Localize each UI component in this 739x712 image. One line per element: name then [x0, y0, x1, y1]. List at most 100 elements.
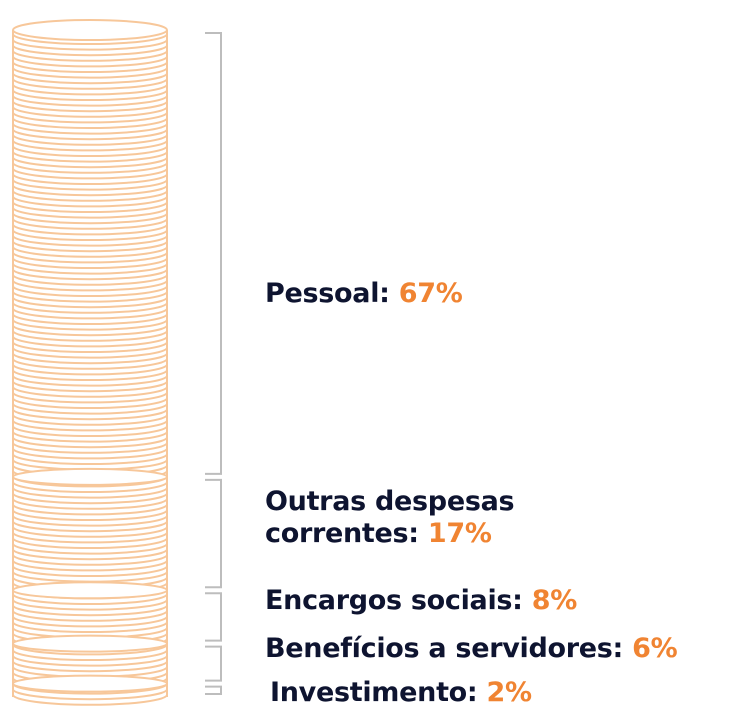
- segment-brackets: [205, 32, 222, 695]
- label-outras-value: 17%: [427, 518, 492, 549]
- coin-rim: [12, 330, 168, 342]
- coin-rim: [12, 50, 168, 62]
- coin-rim: [12, 453, 168, 465]
- label-pessoal-name: Pessoal:: [265, 278, 390, 309]
- coin-rim: [12, 341, 168, 353]
- coin-rim: [12, 436, 168, 449]
- coin-rim: [12, 565, 168, 577]
- coin-rim: [12, 240, 168, 253]
- coin-rim: [12, 347, 168, 359]
- coin-rim: [12, 599, 168, 611]
- coin-rim: [12, 403, 168, 415]
- coin-rim: [12, 644, 168, 656]
- segment-divider-encargos-sociais: [12, 581, 168, 600]
- segment-divider-investimento: [12, 674, 168, 693]
- coin-rim: [12, 537, 168, 549]
- coin-rim: [12, 78, 168, 90]
- coin-rim: [12, 117, 168, 129]
- coin-rim: [12, 229, 168, 241]
- coin-rim: [12, 532, 168, 544]
- coin-rim: [12, 296, 168, 309]
- coin-rim: [12, 67, 168, 79]
- coin-rim: [12, 504, 168, 516]
- coin-rim: [12, 621, 168, 633]
- coin-rim: [12, 252, 168, 264]
- label-encargos-sociais: Encargos sociais: 8%: [265, 585, 577, 617]
- coin-rim: [12, 414, 168, 426]
- coin-rim: [12, 526, 168, 538]
- label-beneficios-name: Benefícios a servidores:: [265, 633, 624, 664]
- coin-rim: [12, 140, 168, 152]
- coin-rim: [12, 560, 168, 572]
- coin-rim: [12, 61, 168, 73]
- bracket-encargos-sociais: [205, 592, 222, 642]
- coin-rim: [12, 274, 168, 286]
- coin-rim: [12, 257, 168, 269]
- bracket-beneficios: [205, 645, 222, 682]
- coin-rim: [12, 173, 168, 185]
- coin-rim: [12, 235, 168, 247]
- coin-rim: [12, 212, 168, 225]
- coin-rim: [12, 162, 168, 174]
- coin-rim: [12, 263, 168, 275]
- coin-rim: [12, 190, 168, 202]
- coin-rim: [12, 302, 168, 314]
- coin-rim: [12, 649, 168, 661]
- coin-rim: [12, 207, 168, 219]
- coin-rim: [12, 604, 168, 617]
- coin-rim: [12, 352, 168, 365]
- coin-rim: [12, 392, 168, 404]
- coin-rim: [12, 168, 168, 180]
- coin-rim: [12, 72, 168, 85]
- coin-rim: [12, 308, 168, 320]
- coin-rim: [12, 543, 168, 555]
- coin-rim: [12, 498, 168, 510]
- coin-rim: [12, 386, 168, 398]
- coin-rim: [12, 156, 168, 169]
- coin-rim: [12, 128, 168, 141]
- coin-stack: [12, 19, 168, 706]
- label-encargos-name: Encargos sociais:: [265, 585, 523, 616]
- coin-rim: [12, 380, 168, 393]
- coin-rim: [12, 95, 168, 107]
- coin-rim: [12, 56, 168, 68]
- coin-rim: [12, 616, 168, 628]
- coin-rim: [12, 184, 168, 197]
- coin-rim: [12, 431, 168, 443]
- label-investimento-name: Investimento:: [270, 677, 478, 708]
- bracket-pessoal: [205, 32, 222, 475]
- label-beneficios: Benefícios a servidores: 6%: [265, 633, 678, 665]
- label-pessoal: Pessoal: 67%: [265, 278, 463, 310]
- coin-rim: [12, 660, 168, 673]
- coin-rim: [12, 179, 168, 191]
- coin-rim: [12, 33, 168, 45]
- coin-rim: [12, 694, 168, 706]
- coin-rim: [12, 134, 168, 146]
- coin-rim: [12, 610, 168, 622]
- coin-rim: [12, 100, 168, 113]
- coin-rim: [12, 515, 168, 527]
- label-investimento-value: 2%: [486, 677, 533, 708]
- coin-rim: [12, 420, 168, 432]
- coin-rim: [12, 268, 168, 281]
- coin-rim: [12, 548, 168, 561]
- coin-rim: [12, 364, 168, 376]
- coin-rim: [12, 448, 168, 460]
- coin-top: [12, 19, 168, 41]
- coin-rim: [12, 336, 168, 348]
- coin-rim: [12, 688, 168, 701]
- bracket-investimento: [205, 685, 222, 695]
- coin-rim: [12, 313, 168, 325]
- label-beneficios-value: 6%: [632, 633, 678, 664]
- coin-rim: [12, 196, 168, 208]
- coin-rim: [12, 442, 168, 454]
- segment-divider-outras-despesas: [12, 467, 168, 486]
- label-outras-despesas: Outras despesas correntes: 17%: [265, 486, 515, 550]
- coin-rim: [12, 492, 168, 505]
- coin-rim: [12, 201, 168, 213]
- coin-rim: [12, 151, 168, 163]
- label-pessoal-value: 67%: [398, 278, 463, 309]
- coin-rim: [12, 44, 168, 57]
- label-outras-line1: Outras despesas: [265, 486, 515, 517]
